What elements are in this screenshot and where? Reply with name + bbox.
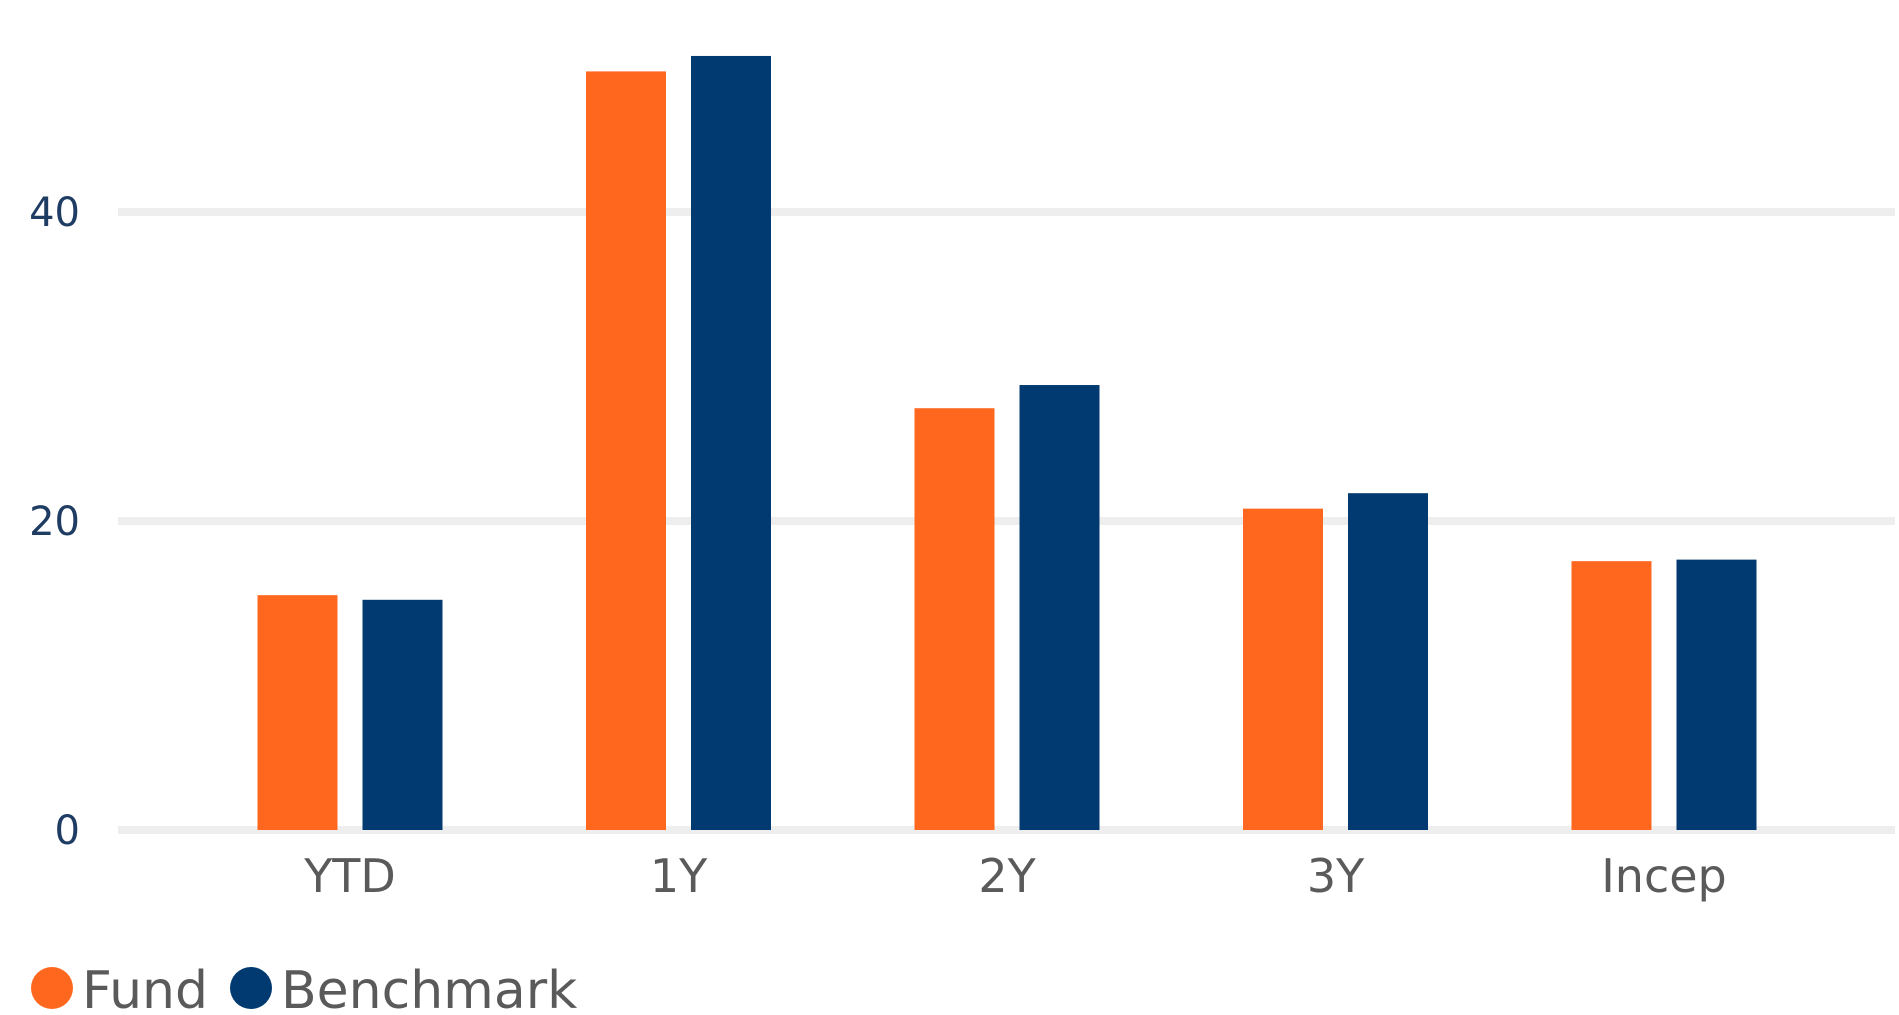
legend-label-benchmark: Benchmark: [281, 961, 577, 1015]
bar-fund-incep: [1571, 561, 1652, 830]
legend-marker-fund: [31, 967, 73, 1009]
bar-fund-1y: [586, 71, 666, 830]
x-tick-label: YTD: [303, 849, 396, 903]
x-axis-ticks: YTD 1Y 2Y 3Y Incep: [303, 849, 1727, 903]
bars: [257, 55, 1757, 830]
bar-benchmark-2y: [1019, 385, 1100, 830]
y-tick-label: 20: [29, 499, 80, 545]
x-tick-label: Incep: [1601, 849, 1727, 903]
bar-benchmark-3y: [1348, 493, 1428, 830]
y-axis-ticks: 0 20 40: [29, 190, 80, 854]
legend-marker-benchmark: [230, 967, 272, 1009]
x-tick-label: 2Y: [978, 849, 1036, 903]
y-tick-label: 0: [55, 808, 80, 854]
bar-benchmark-1y: [691, 55, 771, 830]
bar-fund-3y: [1243, 508, 1323, 830]
legend: Fund Benchmark: [31, 961, 577, 1015]
y-tick-label: 40: [29, 190, 80, 236]
bar-fund-2y: [914, 408, 995, 830]
bar-benchmark-ytd: [362, 599, 443, 830]
x-tick-label: 3Y: [1307, 849, 1365, 903]
x-tick-label: 1Y: [650, 849, 708, 903]
bar-fund-ytd: [257, 595, 338, 830]
legend-label-fund: Fund: [82, 961, 208, 1015]
bar-benchmark-incep: [1676, 559, 1757, 830]
